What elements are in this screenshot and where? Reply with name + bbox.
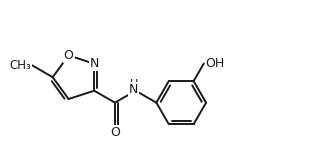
Text: OH: OH (206, 57, 225, 70)
Text: O: O (64, 49, 73, 62)
Text: CH₃: CH₃ (9, 59, 31, 72)
Text: O: O (110, 126, 120, 139)
Text: N: N (90, 57, 99, 70)
Text: N: N (129, 83, 138, 96)
Text: H: H (129, 79, 138, 89)
